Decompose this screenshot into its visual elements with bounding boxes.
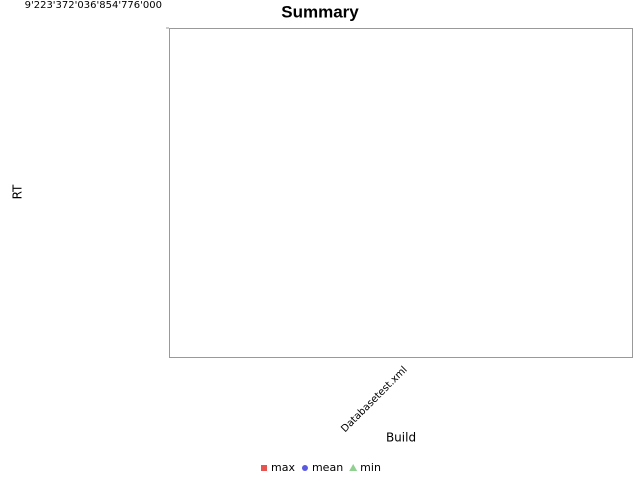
chart-title: Summary	[281, 2, 359, 21]
y-tick-label: 9'223'372'036'854'776'000	[25, 0, 162, 11]
legend-marker	[301, 465, 308, 471]
x-axis-label: Build	[386, 431, 416, 445]
y-axis-label: RT	[11, 184, 25, 199]
legend-marker	[349, 464, 358, 471]
legend-label: min	[360, 461, 381, 474]
legend-label: mean	[312, 461, 343, 474]
legend-label: max	[271, 461, 295, 474]
plot-area	[169, 28, 633, 358]
legend-marker	[261, 465, 267, 471]
